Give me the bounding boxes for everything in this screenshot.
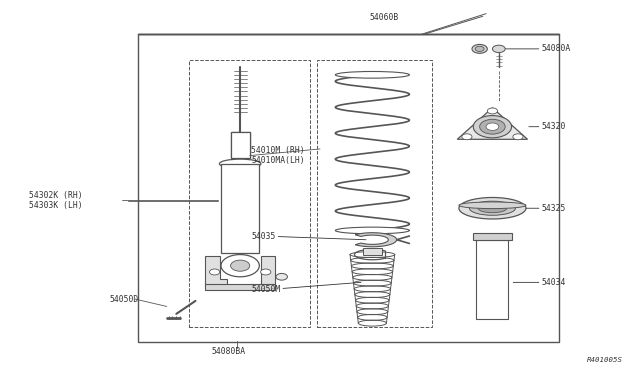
Text: 54050D: 54050D <box>109 295 138 304</box>
Polygon shape <box>458 108 527 139</box>
Bar <box>189 60 310 327</box>
Bar <box>230 132 250 158</box>
Circle shape <box>260 269 271 275</box>
Bar <box>363 248 382 254</box>
Circle shape <box>230 260 250 271</box>
Circle shape <box>209 269 220 275</box>
Bar <box>138 34 559 341</box>
Text: 54050M: 54050M <box>251 282 361 294</box>
Text: 54080BA: 54080BA <box>211 347 246 356</box>
Circle shape <box>473 116 511 138</box>
Text: 54325: 54325 <box>526 204 566 213</box>
Text: 54034: 54034 <box>513 278 566 287</box>
Circle shape <box>492 45 505 52</box>
Ellipse shape <box>220 159 261 169</box>
Text: 54303K (LH): 54303K (LH) <box>29 201 83 210</box>
Polygon shape <box>205 256 227 286</box>
Polygon shape <box>260 256 275 286</box>
Text: 54302K (RH): 54302K (RH) <box>29 191 83 200</box>
Circle shape <box>462 134 472 140</box>
Text: 54080A: 54080A <box>502 44 571 53</box>
Ellipse shape <box>459 198 526 219</box>
Ellipse shape <box>478 204 507 213</box>
Text: 54010MA(LH): 54010MA(LH) <box>251 156 305 165</box>
Text: R401005S: R401005S <box>588 357 623 363</box>
Circle shape <box>475 46 484 51</box>
Bar <box>230 132 250 158</box>
Bar <box>317 60 432 327</box>
Ellipse shape <box>335 71 410 78</box>
Circle shape <box>487 108 497 114</box>
Circle shape <box>486 123 499 131</box>
Circle shape <box>221 254 259 277</box>
Text: 54060B: 54060B <box>370 13 399 22</box>
Circle shape <box>513 134 523 140</box>
Bar <box>476 240 508 320</box>
Circle shape <box>276 273 287 280</box>
Text: 54010M (RH): 54010M (RH) <box>251 146 305 155</box>
Bar <box>205 284 275 290</box>
Bar <box>473 233 511 240</box>
Circle shape <box>472 44 487 53</box>
Ellipse shape <box>335 227 410 234</box>
Ellipse shape <box>459 202 526 209</box>
Ellipse shape <box>469 201 515 215</box>
Circle shape <box>479 119 505 134</box>
Bar <box>221 164 259 253</box>
Polygon shape <box>355 233 397 247</box>
Text: 54035: 54035 <box>251 231 366 241</box>
Text: 54320: 54320 <box>529 122 566 131</box>
